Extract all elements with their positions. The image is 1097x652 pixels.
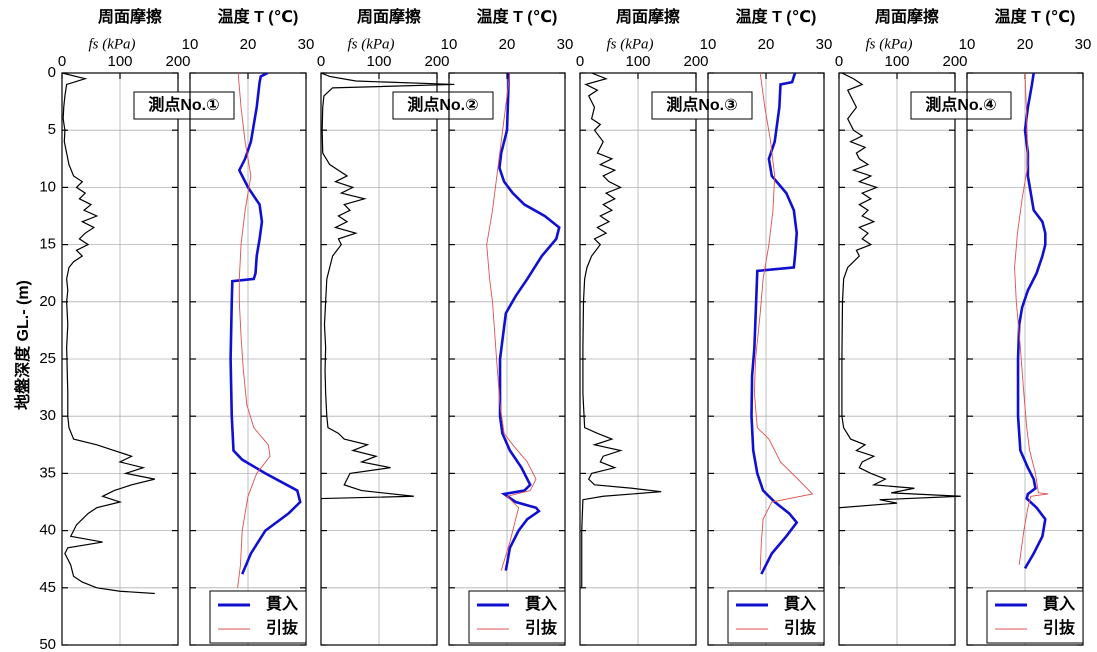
legend-label: 貫入 bbox=[784, 594, 816, 613]
x-tick-label: 100 bbox=[625, 53, 650, 70]
data-line bbox=[486, 73, 537, 571]
plot-frame bbox=[61, 72, 179, 646]
x-tick-label: 20 bbox=[499, 36, 516, 53]
legend-box bbox=[468, 590, 566, 644]
annotation: 測点No.④ bbox=[925, 95, 996, 114]
legend-box bbox=[209, 590, 307, 644]
annotation-box bbox=[651, 91, 753, 120]
annotation: 測点No.② bbox=[407, 95, 478, 114]
x-tick-label: 30 bbox=[298, 36, 315, 53]
plot-frame bbox=[838, 72, 956, 646]
plot-frame bbox=[579, 72, 697, 646]
x-tick-label: 200 bbox=[683, 53, 708, 70]
panel: 0 100 200 周面摩擦 fs (kPa) 測点No.② bbox=[317, 7, 494, 646]
panel-title: 周面摩擦 bbox=[616, 7, 680, 26]
annotation: 測点No.③ bbox=[666, 95, 737, 114]
x-tick-label: 20 bbox=[758, 36, 775, 53]
x-tick-label: 200 bbox=[424, 53, 449, 70]
legend-label: 引抜 bbox=[525, 618, 558, 637]
x-axis-label: fs (kPa) bbox=[88, 36, 135, 52]
data-line bbox=[498, 73, 561, 571]
data-line bbox=[229, 73, 302, 575]
x-tick-label: 0 bbox=[576, 53, 584, 70]
plot-frame bbox=[448, 72, 566, 646]
panel-title: 周面摩擦 bbox=[98, 7, 162, 26]
x-tick-label: 30 bbox=[1075, 36, 1092, 53]
data-line bbox=[321, 73, 455, 588]
y-tick-label: 25 bbox=[39, 350, 56, 367]
plot-frame bbox=[707, 72, 825, 646]
y-tick-label: 20 bbox=[39, 293, 56, 310]
x-tick-label: 200 bbox=[165, 53, 190, 70]
data-line bbox=[237, 73, 271, 588]
y-tick-label: 50 bbox=[39, 636, 56, 652]
panel: 0 5 10 15 20 25 30 35 40 45 50 0 100 200 周面摩擦 fs (kPa) 地… bbox=[13, 7, 235, 652]
x-tick-label: 30 bbox=[816, 36, 833, 53]
annotation: 測点No.① bbox=[148, 95, 219, 114]
data-line bbox=[581, 73, 662, 588]
panel-title: 周面摩擦 bbox=[875, 7, 939, 26]
annotation-box bbox=[910, 91, 1012, 120]
legend-label: 引抜 bbox=[266, 618, 299, 637]
data-line bbox=[753, 73, 814, 571]
annotation-box bbox=[133, 91, 235, 120]
data-line bbox=[62, 73, 155, 595]
panel-title: 温度 T (℃) bbox=[217, 7, 299, 26]
x-tick-label: 10 bbox=[959, 36, 976, 53]
legend-box bbox=[727, 590, 825, 644]
x-axis-label: fs (kPa) bbox=[606, 36, 653, 52]
panel-title: 周面摩擦 bbox=[357, 7, 421, 26]
legend-label: 貫入 bbox=[525, 594, 557, 613]
x-tick-label: 0 bbox=[317, 53, 325, 70]
y-tick-label: 5 bbox=[48, 121, 56, 138]
data-line bbox=[839, 73, 961, 565]
x-tick-label: 20 bbox=[240, 36, 257, 53]
y-tick-label: 15 bbox=[39, 236, 56, 253]
x-tick-label: 100 bbox=[107, 53, 132, 70]
panel: 0 100 200 周面摩擦 fs (kPa) 測点No.④ bbox=[835, 7, 1012, 646]
x-tick-label: 10 bbox=[182, 36, 199, 53]
data-line bbox=[1014, 73, 1049, 565]
x-tick-label: 10 bbox=[700, 36, 717, 53]
x-tick-label: 0 bbox=[58, 53, 66, 70]
y-axis-label: 地盤深度 GL.- (m) bbox=[13, 280, 32, 410]
panel-title: 温度 T (℃) bbox=[994, 7, 1076, 26]
plot-frame bbox=[189, 72, 307, 646]
data-line bbox=[750, 73, 799, 575]
x-axis-label: fs (kPa) bbox=[347, 36, 394, 52]
y-tick-label: 30 bbox=[39, 407, 56, 424]
legend-label: 引抜 bbox=[784, 618, 817, 637]
x-tick-label: 30 bbox=[557, 36, 574, 53]
legend-label: 貫入 bbox=[266, 594, 298, 613]
legend-label: 貫入 bbox=[1043, 594, 1075, 613]
legend-box bbox=[986, 590, 1084, 644]
x-tick-label: 200 bbox=[942, 53, 967, 70]
legend-label: 引抜 bbox=[1043, 618, 1076, 637]
y-tick-label: 40 bbox=[39, 522, 56, 539]
x-tick-label: 10 bbox=[441, 36, 458, 53]
y-tick-label: 45 bbox=[39, 579, 56, 596]
x-tick-label: 20 bbox=[1017, 36, 1034, 53]
annotation-box bbox=[392, 91, 494, 120]
x-tick-label: 100 bbox=[884, 53, 909, 70]
plot-frame bbox=[320, 72, 438, 646]
y-tick-label: 0 bbox=[48, 64, 56, 81]
panel-title: 温度 T (℃) bbox=[476, 7, 558, 26]
panel: 0 100 200 周面摩擦 fs (kPa) 測点No.③ bbox=[576, 7, 753, 646]
x-tick-label: 0 bbox=[835, 53, 843, 70]
x-tick-label: 100 bbox=[366, 53, 391, 70]
x-axis-label: fs (kPa) bbox=[865, 36, 912, 52]
panel-title: 温度 T (℃) bbox=[735, 7, 817, 26]
y-tick-label: 35 bbox=[39, 464, 56, 481]
y-tick-label: 10 bbox=[39, 178, 56, 195]
data-line bbox=[1016, 73, 1047, 570]
